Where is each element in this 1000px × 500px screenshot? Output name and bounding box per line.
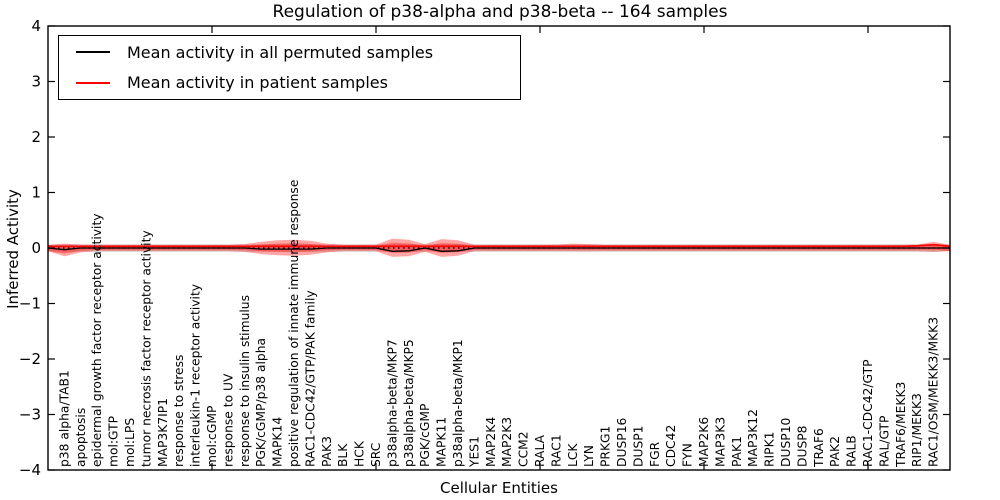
x-category-label: MAP3K12: [746, 409, 760, 467]
x-category-label: PGK/cGMP: [418, 404, 432, 467]
y-tick-label: 4: [31, 17, 41, 35]
x-category-label: DUSP10: [779, 418, 793, 467]
x-category-label: DUSP1: [631, 425, 645, 467]
x-axis-label: Cellular Entities: [440, 479, 558, 497]
x-category-label: CCM2: [517, 431, 531, 467]
y-tick-label: 0: [31, 239, 41, 257]
x-category-label: DUSP16: [615, 417, 629, 467]
legend: Mean activity in all permuted samples Me…: [58, 35, 521, 100]
x-category-label: YES1: [467, 436, 481, 468]
x-category-label: SRC: [369, 443, 383, 467]
chart-title: Regulation of p38-alpha and p38-beta -- …: [272, 2, 728, 22]
x-category-label: apoptosis: [74, 408, 88, 467]
x-category-label: PRKG1: [599, 426, 613, 467]
x-category-label: MAP2K6: [697, 417, 711, 467]
y-tick-label: −3: [19, 406, 41, 424]
x-category-label: FYN: [681, 443, 695, 467]
x-category-label: MAP3K7IP1: [156, 398, 170, 467]
x-category-label: MAP2K4: [484, 417, 498, 467]
x-category-label: response to insulin stimulus: [238, 295, 252, 467]
x-category-label: RALA: [533, 434, 547, 467]
x-category-label: RAC1-CDC42/GTP/PAK family: [303, 290, 317, 467]
x-category-labels: p38 alpha/TAB1 apoptosis epidermal growth …: [57, 180, 940, 468]
x-category-label: PAK3: [320, 436, 334, 467]
x-category-label: RIPK1: [763, 432, 777, 467]
x-category-label: TRAF6: [812, 428, 826, 468]
y-tick-label: 2: [31, 128, 41, 146]
x-category-label: BLK: [336, 443, 350, 467]
x-category-label: RAC1: [549, 434, 563, 467]
y-tick-label: −1: [19, 295, 41, 313]
x-category-label: p38 alpha/TAB1: [57, 370, 71, 467]
y-tick-label: −2: [19, 350, 41, 368]
x-category-label: RAC1/OSM/MEKK3/MKK3: [927, 317, 941, 467]
x-category-label: p38alpha-beta/MKP1: [451, 339, 465, 467]
x-category-label: tumor necrosis factor receptor activity: [139, 230, 153, 467]
legend-label-permuted: Mean activity in all permuted samples: [127, 42, 434, 62]
x-category-label: RAL/GTP: [877, 416, 891, 467]
y-axis-label: Inferred Activity: [4, 189, 22, 309]
x-category-label: MAP3K3: [713, 417, 727, 467]
x-category-label: MAP2K3: [500, 417, 514, 467]
y-tick-label: −4: [19, 461, 41, 479]
x-category-label: p38alpha-beta/MKP5: [402, 339, 416, 467]
x-category-label: interleukin-1 receptor activity: [189, 284, 203, 467]
x-category-label: LCK: [566, 443, 580, 467]
permuted-line-swatch: [76, 51, 110, 54]
x-category-label: RALB: [845, 435, 859, 467]
mean-line-patient: [48, 243, 951, 248]
x-category-label: CDC42: [664, 425, 678, 467]
x-category-label: response to stress: [172, 355, 186, 467]
x-category-label: MAPK11: [435, 417, 449, 467]
patient-line-swatch: [76, 81, 110, 84]
x-category-label: PAK2: [828, 436, 842, 467]
x-category-label: mol:GTP: [107, 416, 121, 467]
x-category-label: DUSP8: [795, 425, 809, 467]
x-category-label: PGK/cGMP/p38 alpha: [254, 338, 268, 467]
x-category-label: MAPK14: [271, 417, 285, 467]
y-tick-label: 3: [31, 73, 41, 91]
x-category-label: positive regulation of innate immune res…: [287, 180, 301, 467]
tick-marks: [48, 25, 950, 471]
y-tick-labels: 4 3 2 1 0 −1 −2 −3 −4: [19, 17, 41, 479]
x-category-label: mol:LPS: [123, 418, 137, 467]
x-category-label: PAK1: [730, 436, 744, 467]
x-category-label: LYN: [582, 445, 596, 467]
x-category-label: FGR: [648, 441, 662, 467]
legend-label-patient: Mean activity in patient samples: [127, 73, 388, 93]
y-tick-label: 1: [31, 184, 41, 202]
x-category-label: TRAF6/MEKK3: [894, 382, 908, 468]
x-category-label: mol:cGMP: [205, 406, 219, 467]
legend-item-patient: Mean activity in patient samples: [59, 69, 520, 97]
x-category-label: p38alpha-beta/MKP7: [385, 339, 399, 467]
x-category-label: HCK: [353, 440, 367, 467]
x-category-label: RAC1-CDC42/GTP: [861, 359, 875, 467]
x-category-label: response to UV: [221, 373, 235, 467]
x-category-label: RIP1/MEKK3: [910, 393, 924, 467]
x-category-label: epidermal growth factor receptor activit…: [90, 213, 104, 467]
legend-item-permuted: Mean activity in all permuted samples: [59, 38, 520, 66]
